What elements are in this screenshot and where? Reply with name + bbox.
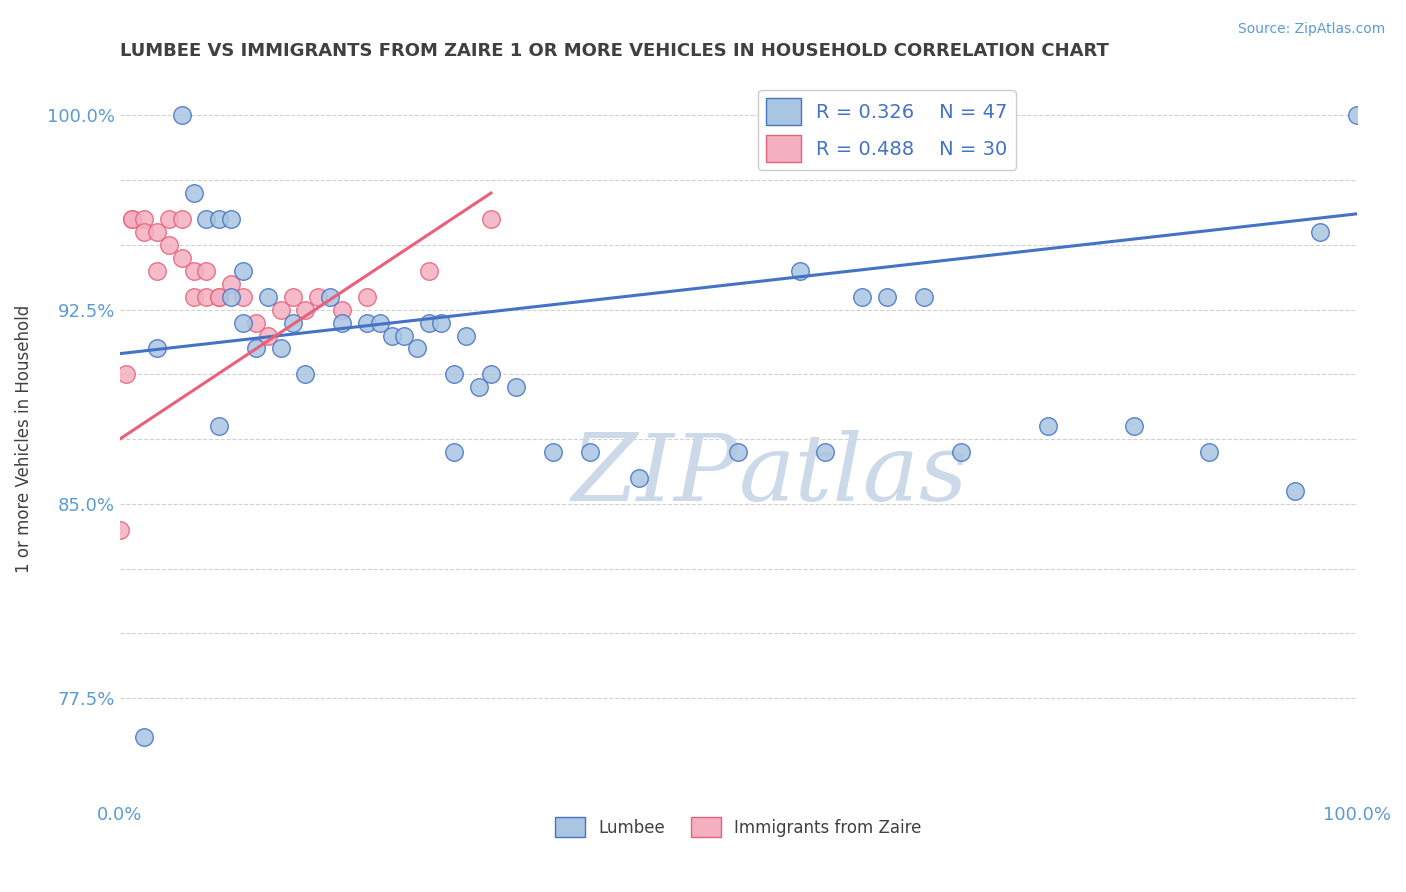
- Point: [479, 368, 502, 382]
- Point: [219, 277, 242, 291]
- Point: [467, 380, 489, 394]
- Point: [245, 342, 267, 356]
- Point: [232, 264, 254, 278]
- Point: [789, 264, 811, 278]
- Point: [294, 368, 316, 382]
- Point: [394, 328, 416, 343]
- Point: [270, 342, 292, 356]
- Point: [183, 264, 205, 278]
- Point: [281, 290, 304, 304]
- Point: [146, 264, 169, 278]
- Point: [443, 368, 465, 382]
- Point: [146, 225, 169, 239]
- Point: [134, 730, 156, 744]
- Point: [368, 316, 391, 330]
- Text: atlas: atlas: [738, 430, 967, 520]
- Point: [208, 290, 231, 304]
- Point: [1198, 445, 1220, 459]
- Point: [134, 212, 156, 227]
- Point: [257, 328, 280, 343]
- Point: [232, 290, 254, 304]
- Point: [628, 471, 651, 485]
- Point: [332, 302, 354, 317]
- Point: [121, 212, 143, 227]
- Point: [505, 380, 527, 394]
- Point: [245, 316, 267, 330]
- Point: [430, 316, 453, 330]
- Point: [1036, 419, 1059, 434]
- Point: [183, 290, 205, 304]
- Point: [208, 212, 231, 227]
- Point: [1309, 225, 1331, 239]
- Point: [851, 290, 873, 304]
- Point: [727, 445, 749, 459]
- Point: [208, 290, 231, 304]
- Point: [356, 290, 378, 304]
- Point: [356, 316, 378, 330]
- Point: [115, 368, 138, 382]
- Point: [950, 445, 973, 459]
- Point: [208, 419, 231, 434]
- Point: [418, 264, 440, 278]
- Point: [270, 302, 292, 317]
- Point: [456, 328, 478, 343]
- Point: [541, 445, 564, 459]
- Point: [195, 264, 218, 278]
- Point: [1123, 419, 1146, 434]
- Point: [121, 212, 143, 227]
- Point: [257, 290, 280, 304]
- Point: [443, 445, 465, 459]
- Point: [219, 290, 242, 304]
- Point: [814, 445, 837, 459]
- Point: [332, 316, 354, 330]
- Point: [232, 316, 254, 330]
- Legend: Lumbee, Immigrants from Zaire: Lumbee, Immigrants from Zaire: [548, 810, 928, 844]
- Point: [307, 290, 329, 304]
- Point: [294, 302, 316, 317]
- Point: [134, 225, 156, 239]
- Point: [157, 238, 180, 252]
- Point: [418, 316, 440, 330]
- Point: [195, 212, 218, 227]
- Point: [195, 290, 218, 304]
- Point: [912, 290, 935, 304]
- Point: [108, 523, 131, 537]
- Point: [170, 251, 193, 265]
- Point: [579, 445, 602, 459]
- Point: [183, 186, 205, 200]
- Text: ZIP: ZIP: [572, 430, 738, 520]
- Point: [319, 290, 342, 304]
- Y-axis label: 1 or more Vehicles in Household: 1 or more Vehicles in Household: [15, 305, 32, 574]
- Text: LUMBEE VS IMMIGRANTS FROM ZAIRE 1 OR MORE VEHICLES IN HOUSEHOLD CORRELATION CHAR: LUMBEE VS IMMIGRANTS FROM ZAIRE 1 OR MOR…: [120, 42, 1108, 60]
- Point: [170, 108, 193, 122]
- Point: [381, 328, 404, 343]
- Point: [1346, 108, 1368, 122]
- Point: [157, 212, 180, 227]
- Point: [479, 212, 502, 227]
- Text: Source: ZipAtlas.com: Source: ZipAtlas.com: [1237, 22, 1385, 37]
- Point: [405, 342, 427, 356]
- Point: [146, 342, 169, 356]
- Point: [1284, 483, 1306, 498]
- Point: [219, 212, 242, 227]
- Point: [281, 316, 304, 330]
- Point: [170, 212, 193, 227]
- Point: [876, 290, 898, 304]
